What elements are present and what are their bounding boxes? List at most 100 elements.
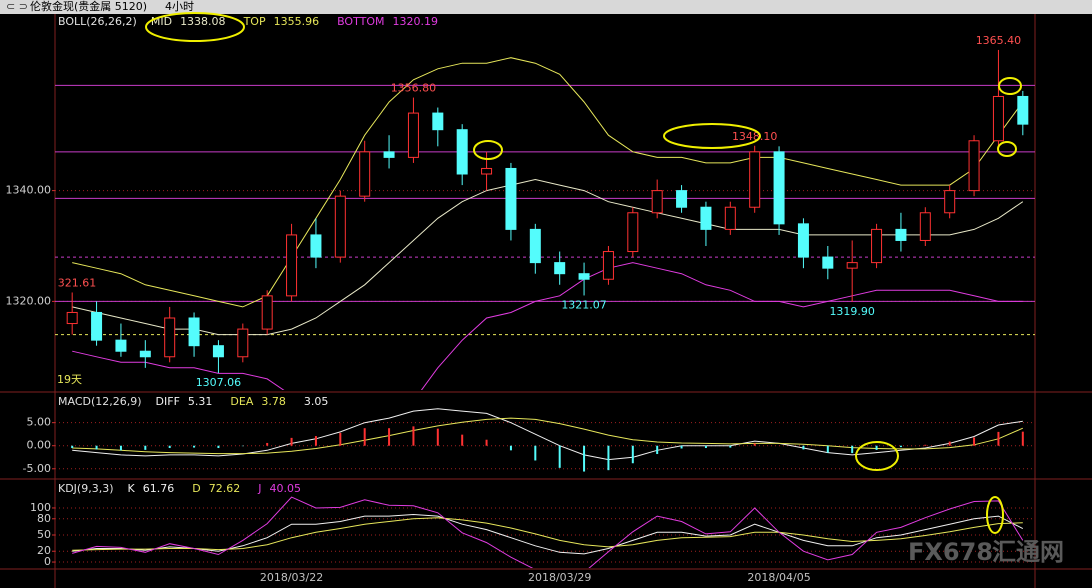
watermark: FX678 [908, 538, 993, 566]
histogram-bar [193, 445, 196, 448]
panel [55, 496, 1035, 568]
y-tick-label: 1340.00 [6, 184, 52, 197]
series-line [72, 496, 1024, 568]
legend-text: 1320.19 [392, 15, 438, 28]
highlight-ellipse [663, 123, 761, 149]
y-tick-label: -5.00 [23, 462, 51, 475]
histogram-bar [631, 445, 634, 464]
candle-body [749, 151, 761, 208]
candle-body [944, 190, 956, 214]
histogram-bar [485, 439, 488, 446]
legend-text: D [192, 482, 200, 495]
candle-body [773, 151, 785, 225]
candle-body [66, 311, 78, 325]
candle-body [895, 228, 907, 241]
legend-text: 3.78 [261, 395, 286, 408]
highlight-ellipse [145, 12, 245, 42]
candle-body [651, 190, 663, 214]
candle-body [797, 223, 809, 258]
histogram-bar [826, 445, 829, 453]
histogram-bar [875, 445, 878, 450]
candle-body [139, 350, 151, 358]
histogram-bar [583, 445, 586, 472]
candle-body [212, 345, 224, 358]
candle-body [700, 206, 712, 230]
highlights [145, 12, 1022, 534]
price-annotation: 1348.10 [732, 130, 778, 143]
histogram-bar [71, 445, 74, 449]
y-tick-label: 0.00 [27, 439, 52, 452]
histogram-bar [656, 445, 659, 455]
histogram-bar [509, 445, 512, 451]
price-annotation: 321.61 [58, 276, 97, 289]
histogram-bar [607, 445, 610, 471]
candle-body [286, 234, 298, 297]
candle-body [237, 328, 249, 358]
candle-body [846, 262, 858, 269]
x-tick-label: 2018/04/05 [747, 571, 810, 584]
candle-body [310, 234, 322, 258]
y-tick-label: 20 [37, 544, 51, 557]
x-tick-label: 2018/03/29 [528, 571, 591, 584]
histogram-bar [680, 445, 683, 449]
candle-body [505, 167, 517, 230]
price-annotation: 1319.90 [829, 305, 875, 318]
candle-body [602, 251, 614, 280]
note: 19天 [57, 373, 82, 386]
histogram-bar [802, 445, 805, 450]
y-tick-label: 1320.00 [6, 294, 52, 307]
series-line [72, 262, 1023, 390]
candle-body [968, 140, 980, 192]
candle-body [456, 129, 468, 175]
legend-text: J [257, 482, 261, 495]
candle-body [115, 339, 127, 352]
y-tick-label: 50 [37, 528, 51, 541]
candle-body [822, 256, 834, 269]
candle-body [359, 151, 371, 197]
legend-text: KDJ(9,3,3) [58, 482, 114, 495]
title-bar [0, 0, 1092, 14]
histogram-bar [290, 437, 293, 446]
histogram-bar [729, 445, 732, 448]
legend-text: 1355.96 [274, 15, 320, 28]
legend-text: MACD(12,26,9) [58, 395, 142, 408]
series-line [72, 517, 1023, 551]
histogram-bar [558, 445, 561, 468]
histogram-bar [704, 445, 707, 449]
candle-body [676, 190, 688, 208]
y-tick-label: 0 [44, 555, 51, 568]
candle-body [554, 262, 566, 275]
nav-icons[interactable]: ⊂ ⊃ [6, 0, 28, 13]
candle-body [724, 206, 736, 230]
histogram-bar [339, 432, 342, 446]
histogram-bar [168, 445, 171, 449]
period[interactable]: 4小时 [165, 0, 194, 13]
histogram-bar [144, 445, 147, 450]
histogram-bar [266, 442, 269, 446]
histogram-bar [1021, 431, 1024, 446]
y-tick-label: 80 [37, 512, 51, 525]
highlight-ellipse [855, 441, 899, 471]
legend-text: 1338.08 [180, 15, 226, 28]
price-annotation: 1356.80 [391, 82, 437, 95]
histogram-bar [412, 426, 415, 446]
highlight-ellipse [997, 141, 1017, 157]
candle-body [627, 212, 639, 253]
price-annotation: 1307.06 [196, 376, 242, 389]
histogram-bar [899, 445, 902, 448]
candle-body [871, 228, 883, 264]
price-annotation: 1321.07 [561, 298, 607, 311]
histogram-bar [436, 428, 439, 446]
candle-body [529, 228, 541, 264]
window-title: 伦敦金现(贵金属 5120) [30, 0, 147, 13]
candle-body [1017, 95, 1029, 125]
legend-text: TOP [243, 15, 266, 28]
candle-body [481, 167, 493, 175]
candle-body [334, 195, 346, 258]
candle-body [578, 273, 590, 280]
legend-text: 3.05 [304, 395, 329, 408]
panel [55, 49, 1035, 390]
